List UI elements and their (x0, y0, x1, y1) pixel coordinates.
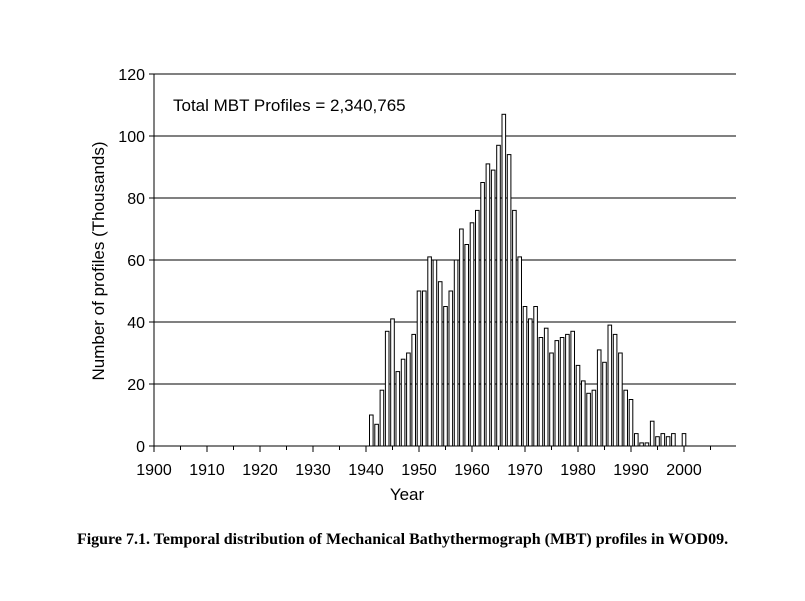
bar-1998 (671, 433, 676, 447)
total-annotation: Total MBT Profiles = 2,340,765 (173, 96, 406, 115)
bar-1990 (628, 399, 634, 447)
bar-1949 (411, 333, 416, 447)
bar-1977 (559, 337, 565, 447)
x-tick-label: 1960 (454, 462, 490, 479)
bar-1983 (591, 389, 597, 447)
bar-1978 (565, 333, 570, 447)
bar-1984 (596, 349, 602, 447)
bar-1973 (538, 337, 544, 447)
bar-1985 (602, 361, 607, 447)
bar-1953 (432, 259, 438, 447)
bar-1976 (554, 340, 560, 447)
bar-1994 (649, 420, 655, 447)
x-tick-label: 1920 (242, 462, 278, 479)
x-tick-label: 1980 (560, 462, 596, 479)
x-tick-label: 1990 (613, 462, 649, 479)
bars (369, 113, 687, 447)
bar-1975 (549, 352, 554, 447)
y-tick-label: 120 (118, 67, 145, 84)
x-tick-label: 1940 (348, 462, 384, 479)
bar-1959 (464, 244, 469, 447)
bar-1974 (543, 327, 549, 447)
bar-1995 (655, 436, 660, 447)
axes (149, 73, 736, 452)
bar-1986 (607, 324, 613, 447)
bar-1946 (395, 371, 401, 447)
gridlines (154, 73, 736, 385)
bar-1941 (369, 414, 374, 447)
bar-1997 (665, 436, 671, 447)
bar-1961 (475, 209, 480, 447)
bar-1982 (586, 392, 591, 447)
bar-2000 (681, 433, 687, 447)
bar-1966 (501, 113, 507, 447)
bar-1951 (422, 290, 427, 447)
bar-1945 (390, 318, 395, 447)
bar-1956 (448, 290, 454, 447)
figure-caption: Figure 7.1. Temporal distribution of Mec… (76, 531, 729, 548)
bar-1942 (374, 423, 379, 447)
y-axis-label: Number of profiles (Thousands) (89, 141, 108, 380)
bar-1944 (384, 330, 390, 447)
y-tick-label: 60 (127, 253, 145, 270)
bar-1968 (512, 209, 517, 447)
bar-1952 (427, 256, 432, 447)
bar-1964 (490, 169, 496, 447)
y-tick-label: 100 (118, 129, 145, 146)
x-tick-label: 2000 (666, 462, 702, 479)
y-tick-label: 80 (127, 191, 145, 208)
bar-1980 (575, 364, 581, 447)
bar-1972 (533, 306, 538, 447)
bar-1979 (570, 330, 576, 447)
y-tick-label: 0 (136, 439, 145, 456)
bar-1989 (623, 389, 629, 447)
bar-1954 (437, 281, 443, 447)
bar-1965 (496, 144, 501, 447)
bar-1957 (453, 259, 459, 447)
bar-1996 (660, 433, 666, 447)
bar-1960 (469, 222, 475, 447)
bar-1988 (618, 352, 623, 447)
bar-1943 (379, 389, 385, 447)
x-tick-label: 1950 (401, 462, 437, 479)
bar-1969 (517, 256, 523, 447)
x-tick-label: 1970 (507, 462, 543, 479)
bar-1971 (528, 318, 533, 447)
bar-1991 (634, 433, 639, 447)
bar-1950 (416, 290, 422, 447)
bar-1970 (522, 306, 528, 447)
y-tick-label: 20 (127, 377, 145, 394)
x-tick-label: 1900 (136, 462, 172, 479)
x-axis-label: Year (390, 485, 425, 504)
bar-1963 (485, 163, 491, 447)
bar-1962 (480, 182, 485, 447)
bar-1967 (506, 154, 512, 447)
bar-1958 (459, 228, 464, 447)
bar-1947 (400, 358, 406, 447)
tick-labels: 0 20 40 60 80 100 120 1900 1910 1920 1930 1940 1950 1… (118, 67, 702, 479)
x-tick-label: 1930 (295, 462, 331, 479)
bar-1981 (581, 380, 586, 447)
bar-1955 (443, 306, 448, 447)
x-tick-label: 1910 (189, 462, 225, 479)
bar-1987 (612, 333, 618, 447)
bar-1948 (406, 352, 411, 447)
y-tick-label: 40 (127, 315, 145, 332)
